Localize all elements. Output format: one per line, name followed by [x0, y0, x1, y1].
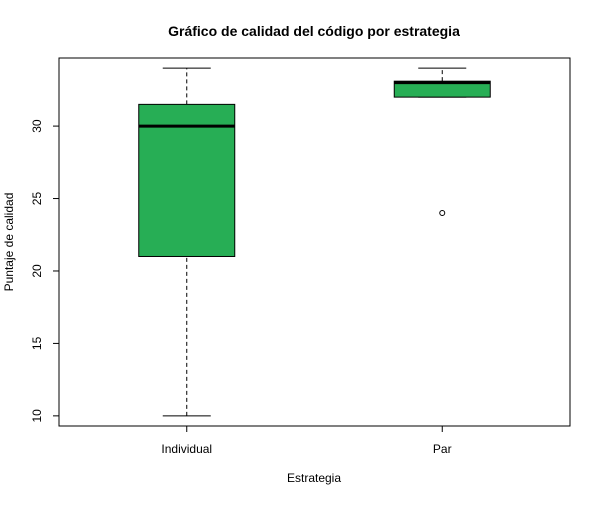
x-axis-label: Estrategia: [287, 471, 341, 485]
y-tick-label: 15: [30, 336, 44, 350]
plot-frame: [58, 57, 571, 427]
y-tick-label: 10: [30, 409, 44, 423]
box-iqr: [138, 103, 236, 257]
y-tick-label: 20: [30, 264, 44, 278]
outlier-point: [439, 210, 446, 217]
boxes-layer: [138, 67, 491, 417]
x-tick-label: Individual: [161, 442, 212, 456]
box-group-individual: [138, 67, 236, 417]
y-tick-label: 30: [30, 119, 44, 133]
x-axis: Individual Par: [161, 425, 452, 456]
box-group-par: [393, 67, 491, 217]
x-tick-label: Par: [433, 442, 452, 456]
y-axis-label: Puntaje de calidad: [2, 193, 16, 292]
y-axis: 10 15 20 25 30: [30, 119, 60, 423]
chart-title: Gráfico de calidad del código por estrat…: [168, 23, 460, 39]
y-tick-label: 25: [30, 192, 44, 206]
